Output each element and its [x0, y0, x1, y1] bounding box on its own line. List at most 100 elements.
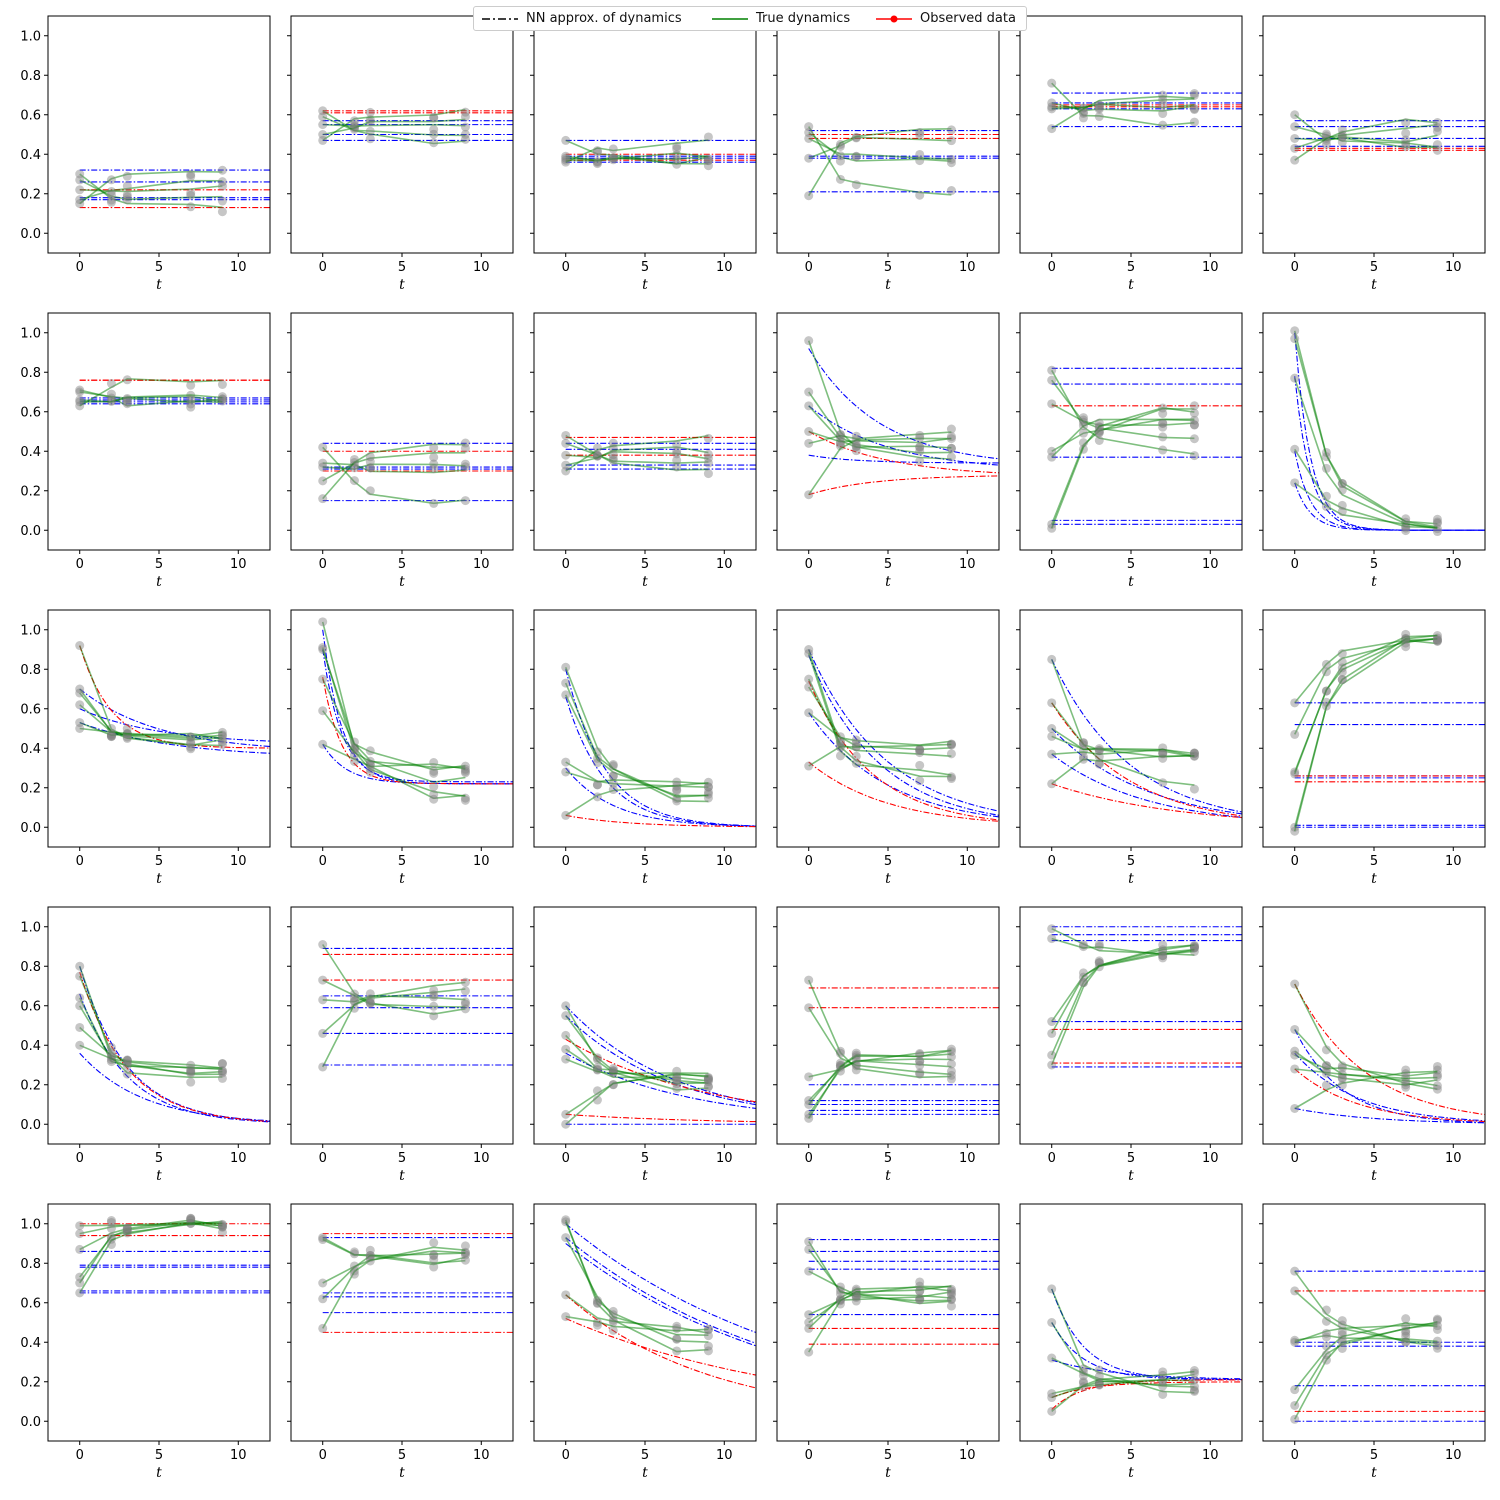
- observed-point: [703, 1077, 713, 1087]
- observed-point: [1078, 738, 1088, 748]
- observed-point: [608, 456, 618, 466]
- observed-point: [122, 395, 132, 405]
- observed-point: [561, 1001, 571, 1011]
- observed-point: [217, 727, 227, 737]
- observed-point: [851, 758, 861, 768]
- x-tick-label: 0: [805, 1151, 813, 1166]
- observed-point: [1158, 120, 1168, 130]
- observed-point: [672, 1083, 682, 1093]
- observed-point: [217, 734, 227, 744]
- true-trajectory: [565, 434, 709, 472]
- nn-decay-curve: [1294, 482, 1485, 531]
- x-tick-label: 10: [473, 1448, 490, 1463]
- observed-point: [1401, 634, 1411, 644]
- observed-point: [804, 1003, 814, 1013]
- observed-point: [1158, 95, 1168, 105]
- x-tick-label: 0: [76, 557, 84, 572]
- x-tick-label: 0: [562, 854, 570, 869]
- observed-point: [804, 133, 814, 143]
- observed-point: [592, 758, 602, 768]
- true-trajectory: [1293, 983, 1438, 1090]
- x-axis-label: t: [156, 1168, 162, 1184]
- observed-point: [1158, 940, 1168, 950]
- observed-point: [946, 424, 956, 434]
- x-tick-label: 5: [1127, 557, 1135, 572]
- x-axis-label: t: [1371, 871, 1377, 887]
- plot-area: [1290, 629, 1485, 836]
- observed-point: [592, 1055, 602, 1065]
- observed-point: [1337, 132, 1347, 142]
- observed-point: [1189, 1375, 1199, 1385]
- panel-3-2: 0 5 10 t: [287, 609, 514, 887]
- observed-point: [835, 1294, 845, 1304]
- observed-point: [75, 688, 85, 698]
- observed-point: [561, 767, 571, 777]
- observed-point: [1432, 145, 1442, 155]
- observed-point: [429, 1251, 439, 1261]
- y-tick-label: 0.8: [20, 960, 41, 975]
- observed-point: [318, 706, 328, 716]
- observed-point: [365, 999, 375, 1009]
- true-trajectory: [322, 944, 466, 1015]
- observed-point: [1432, 635, 1442, 645]
- y-tick-label: 0.0: [20, 524, 41, 539]
- observed-point: [1337, 125, 1347, 135]
- observed-point: [1158, 90, 1168, 100]
- observed-point: [608, 760, 618, 770]
- observed-point: [1078, 942, 1088, 952]
- panel-3-5: 0 5 10 t: [1016, 609, 1243, 887]
- observed-point: [318, 617, 328, 627]
- observed-point: [1337, 1343, 1347, 1353]
- plot-area: [1290, 326, 1485, 537]
- observed-point: [804, 387, 814, 397]
- true-trajectory: [322, 443, 466, 500]
- observed-point: [217, 740, 227, 750]
- panel-5-1: 0 5 10 t 0.0 0.2 0.4 0.6 0.8 1.0: [20, 1203, 271, 1481]
- true-trajectory: [1051, 944, 1195, 1034]
- observed-point: [318, 1235, 328, 1245]
- x-tick-label: 5: [641, 1448, 649, 1463]
- observed-point: [186, 1213, 196, 1223]
- true-trajectory: [565, 442, 709, 464]
- plot-area: [561, 1001, 756, 1129]
- observed-point: [1321, 1068, 1331, 1078]
- observed-point: [1047, 523, 1057, 533]
- y-tick-label: 0.8: [20, 1257, 41, 1272]
- x-tick-label: 5: [1370, 260, 1378, 275]
- observed-point: [349, 989, 359, 999]
- x-tick-label: 5: [155, 854, 163, 869]
- observed-point: [851, 1065, 861, 1075]
- x-tick-label: 0: [1291, 1448, 1299, 1463]
- observed-point: [186, 202, 196, 212]
- true-trajectory: [1293, 338, 1438, 528]
- observed-point: [122, 1069, 132, 1079]
- observed-point: [915, 442, 925, 452]
- observed-point: [1078, 1371, 1088, 1381]
- observed-point: [318, 494, 328, 504]
- observed-point: [1321, 129, 1331, 139]
- observed-point: [915, 1056, 925, 1066]
- observed-point: [1432, 1321, 1442, 1331]
- observed-point: [75, 401, 85, 411]
- true-trajectory: [1050, 948, 1195, 1066]
- nn-decay-curve: [1051, 1288, 1242, 1381]
- x-tick-label: 5: [884, 1448, 892, 1463]
- y-tick-label: 1.0: [20, 1217, 41, 1232]
- observed-point: [106, 197, 116, 207]
- observed-point: [1290, 110, 1300, 120]
- nn-decay-curve-red: [808, 761, 999, 822]
- true-trajectory: [322, 710, 466, 769]
- observed-point: [1158, 109, 1168, 119]
- legend-true-swatch: [712, 18, 748, 20]
- observed-point: [429, 794, 439, 804]
- observed-point: [1290, 1400, 1300, 1410]
- true-trajectory: [322, 118, 466, 136]
- true-trajectory: [808, 128, 952, 197]
- nn-decay-curve: [1294, 1052, 1485, 1122]
- y-tick-label: 1.0: [20, 623, 41, 638]
- panel-1-5: 0 5 10 t: [1016, 15, 1243, 293]
- observed-point: [804, 401, 814, 411]
- nn-decay-curve: [79, 966, 270, 1122]
- x-axis-label: t: [885, 871, 891, 887]
